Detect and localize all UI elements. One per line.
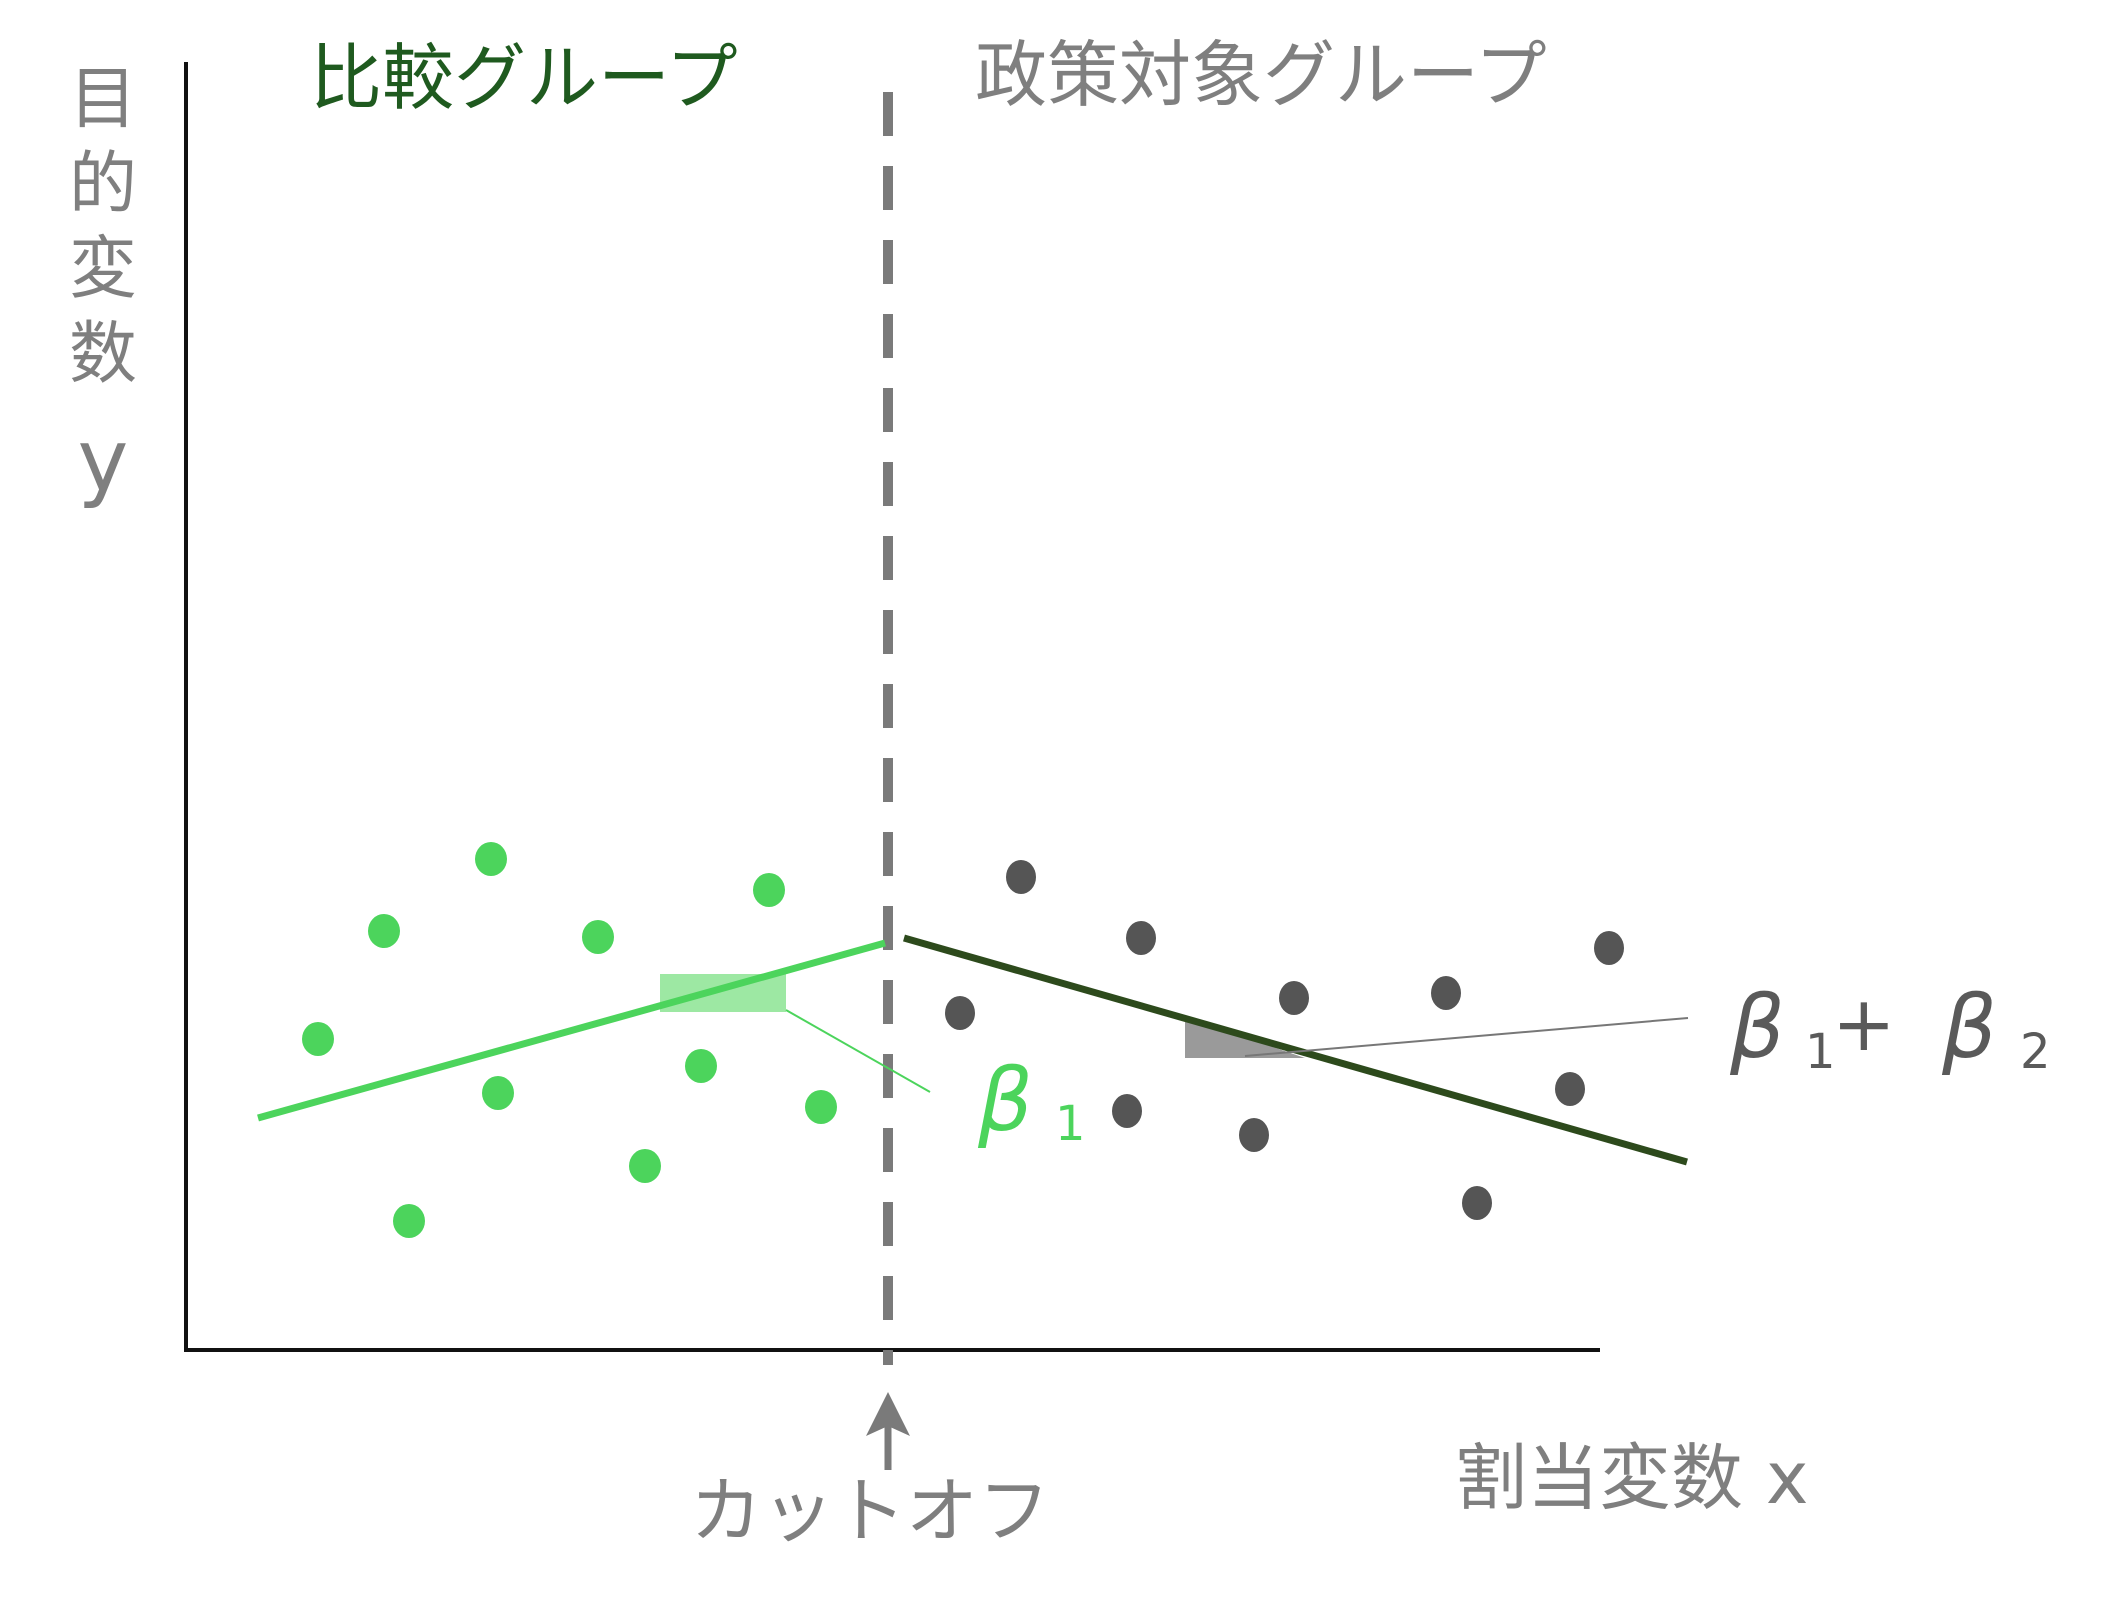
plus-sign: + xyxy=(1832,979,1896,1068)
y-axis-label-char: 目 xyxy=(69,60,137,139)
data-point xyxy=(945,996,975,1030)
beta1-pointer-line xyxy=(785,1009,931,1093)
y-axis-label-char: 変 xyxy=(69,230,137,309)
beta2-subscript: 2 xyxy=(2020,1024,2051,1080)
data-point xyxy=(1555,1072,1585,1106)
data-point xyxy=(302,1022,334,1056)
data-point xyxy=(482,1076,514,1110)
beta-sum-pointer-line xyxy=(1244,1017,1689,1057)
data-point xyxy=(1462,1186,1492,1220)
comparison-group-points xyxy=(302,842,837,1238)
data-point xyxy=(1239,1118,1269,1152)
beta1-slope-marker xyxy=(660,974,786,1012)
data-point xyxy=(368,914,400,948)
y-axis-label-char: 的 xyxy=(69,145,137,224)
data-point xyxy=(805,1090,837,1124)
data-point xyxy=(1006,860,1036,894)
y-axis-variable: y xyxy=(78,411,129,511)
y-axis-label-char: 数 xyxy=(69,315,137,394)
data-point xyxy=(1126,921,1156,955)
beta1-subscript: 1 xyxy=(1055,1096,1086,1152)
comparison-group-label: 比較グループ xyxy=(310,36,738,120)
beta1-subscript: 1 xyxy=(1805,1024,1836,1080)
data-point xyxy=(1112,1094,1142,1128)
treatment-regression-line xyxy=(903,934,1688,1166)
data-point xyxy=(1594,931,1624,965)
beta1-symbol: β xyxy=(1729,978,1785,1078)
treatment-group-points xyxy=(945,860,1624,1220)
comparison-regression-line xyxy=(257,939,886,1122)
data-point xyxy=(685,1049,717,1083)
data-point xyxy=(629,1149,661,1183)
beta-sum-label: β 1 + β 2 xyxy=(1729,978,2051,1080)
data-point xyxy=(1431,976,1461,1010)
data-point xyxy=(393,1204,425,1238)
data-point xyxy=(753,873,785,907)
y-axis-label: 目 的 変 数 y xyxy=(69,60,137,511)
beta1-symbol: β xyxy=(977,1051,1033,1151)
data-point xyxy=(1279,981,1309,1015)
data-point xyxy=(582,920,614,954)
beta2-symbol: β xyxy=(1941,978,1997,1078)
beta1-label: β 1 xyxy=(977,1051,1086,1152)
data-point xyxy=(475,842,507,876)
x-axis-label: 割当変数 x xyxy=(1455,1436,1809,1520)
cutoff-label: カットオフ xyxy=(690,1469,1050,1553)
cutoff-arrow xyxy=(866,1392,910,1470)
treatment-group-label: 政策対象グループ xyxy=(975,33,1547,117)
